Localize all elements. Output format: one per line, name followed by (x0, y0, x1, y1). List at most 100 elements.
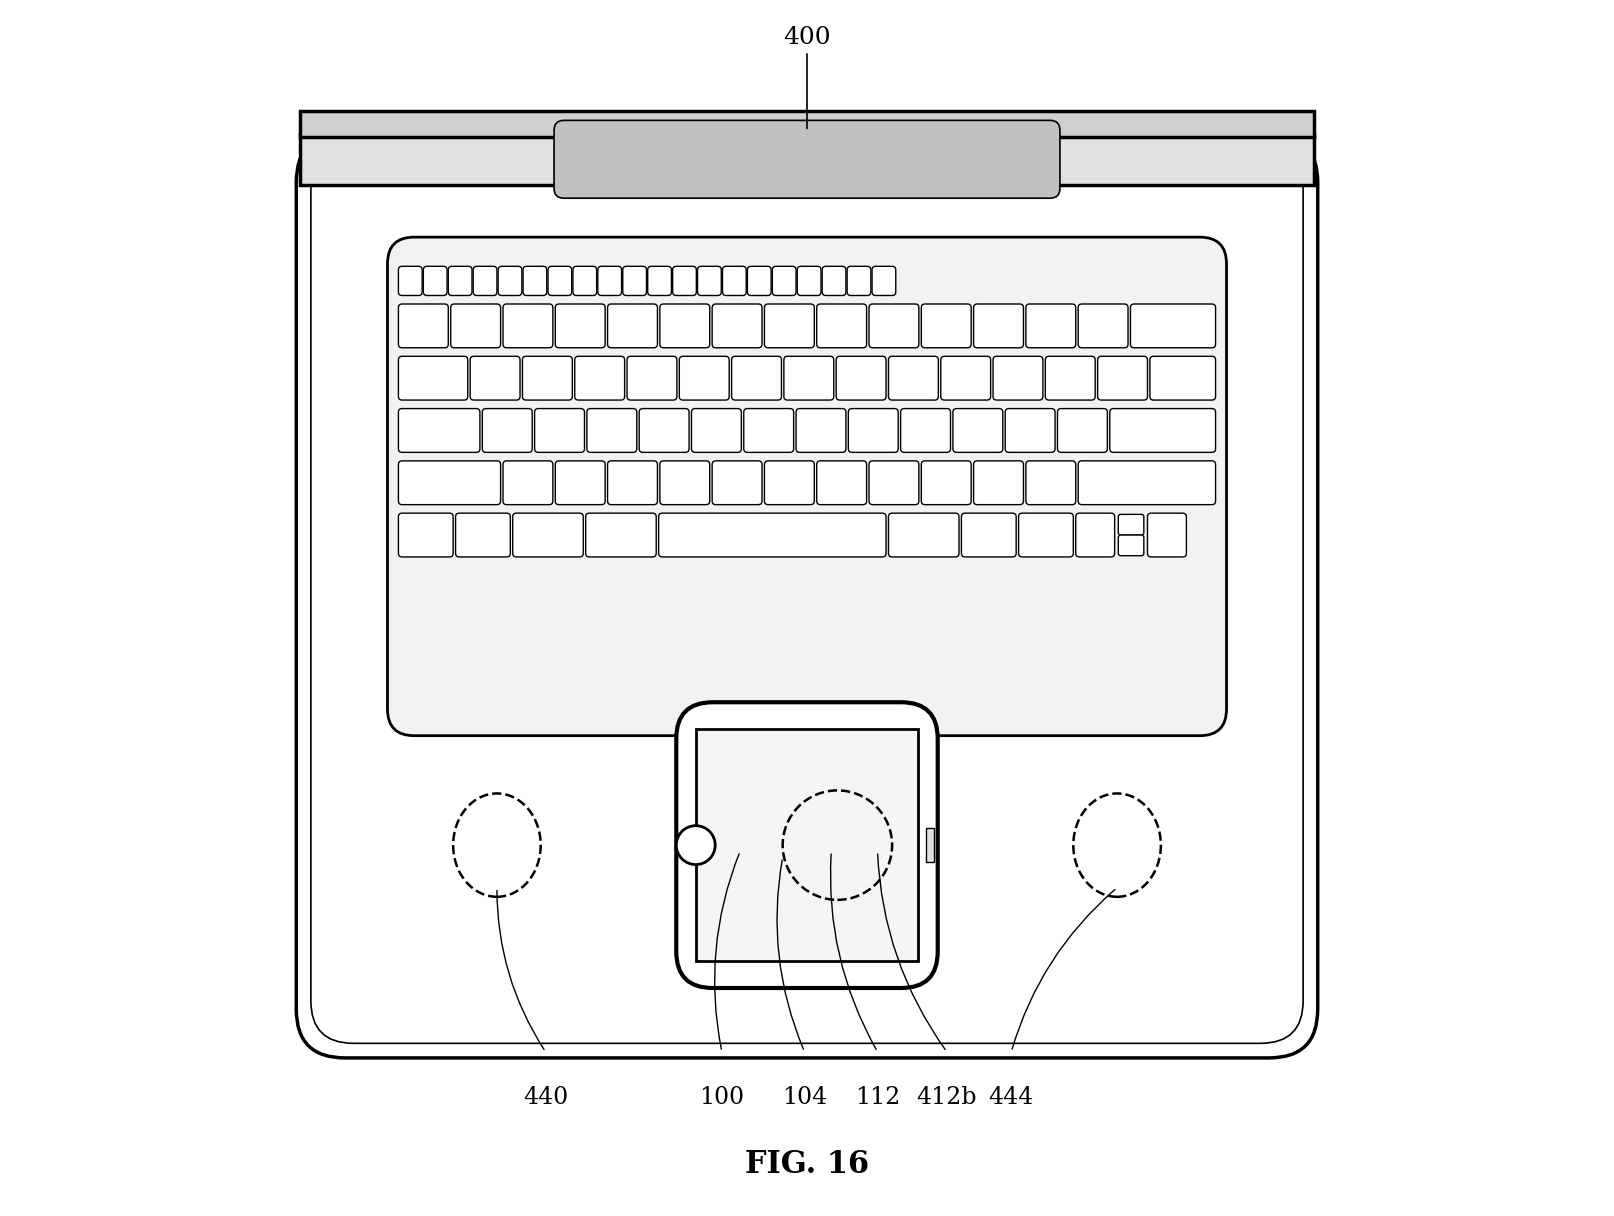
FancyBboxPatch shape (297, 134, 1317, 1058)
Bar (696, 730, 918, 961)
FancyBboxPatch shape (784, 356, 834, 400)
FancyBboxPatch shape (555, 461, 605, 505)
FancyBboxPatch shape (817, 461, 867, 505)
Text: 440: 440 (523, 1086, 568, 1109)
FancyBboxPatch shape (399, 356, 468, 400)
FancyBboxPatch shape (449, 266, 471, 295)
FancyBboxPatch shape (607, 304, 657, 348)
Circle shape (676, 826, 715, 865)
FancyBboxPatch shape (1027, 304, 1077, 348)
FancyBboxPatch shape (868, 461, 918, 505)
FancyBboxPatch shape (1078, 461, 1215, 505)
FancyBboxPatch shape (744, 409, 794, 452)
FancyBboxPatch shape (796, 409, 846, 452)
FancyBboxPatch shape (399, 304, 449, 348)
FancyBboxPatch shape (455, 513, 510, 557)
FancyBboxPatch shape (1046, 356, 1096, 400)
FancyBboxPatch shape (473, 266, 497, 295)
FancyBboxPatch shape (888, 356, 938, 400)
FancyBboxPatch shape (676, 703, 938, 987)
FancyBboxPatch shape (868, 304, 918, 348)
FancyBboxPatch shape (1077, 513, 1115, 557)
FancyBboxPatch shape (639, 409, 689, 452)
FancyBboxPatch shape (470, 356, 520, 400)
FancyBboxPatch shape (849, 409, 899, 452)
FancyBboxPatch shape (499, 266, 521, 295)
FancyBboxPatch shape (922, 461, 972, 505)
Text: 104: 104 (781, 1086, 828, 1109)
FancyBboxPatch shape (941, 356, 991, 400)
FancyBboxPatch shape (450, 304, 500, 348)
FancyBboxPatch shape (822, 266, 846, 295)
FancyBboxPatch shape (1057, 409, 1107, 452)
FancyBboxPatch shape (1148, 513, 1186, 557)
FancyBboxPatch shape (523, 356, 573, 400)
FancyBboxPatch shape (1149, 356, 1215, 400)
FancyBboxPatch shape (586, 513, 657, 557)
FancyBboxPatch shape (549, 266, 571, 295)
FancyBboxPatch shape (573, 266, 597, 295)
FancyBboxPatch shape (872, 266, 896, 295)
FancyBboxPatch shape (1006, 409, 1056, 452)
FancyBboxPatch shape (973, 461, 1023, 505)
FancyBboxPatch shape (723, 266, 746, 295)
FancyBboxPatch shape (554, 120, 1060, 198)
FancyBboxPatch shape (847, 266, 872, 295)
FancyBboxPatch shape (973, 304, 1023, 348)
FancyBboxPatch shape (607, 461, 657, 505)
FancyBboxPatch shape (836, 356, 886, 400)
FancyBboxPatch shape (399, 266, 423, 295)
FancyBboxPatch shape (1078, 304, 1128, 348)
FancyBboxPatch shape (399, 461, 500, 505)
Text: 400: 400 (783, 26, 831, 49)
FancyBboxPatch shape (1110, 409, 1215, 452)
FancyBboxPatch shape (423, 266, 447, 295)
FancyBboxPatch shape (888, 513, 959, 557)
FancyBboxPatch shape (691, 409, 741, 452)
FancyBboxPatch shape (575, 356, 625, 400)
Bar (925, 828, 935, 862)
FancyBboxPatch shape (712, 304, 762, 348)
FancyBboxPatch shape (1027, 461, 1077, 505)
FancyBboxPatch shape (483, 409, 533, 452)
Text: 412b: 412b (917, 1086, 976, 1109)
Bar (300, 111, 1314, 137)
FancyBboxPatch shape (387, 237, 1227, 736)
FancyBboxPatch shape (534, 409, 584, 452)
FancyBboxPatch shape (922, 304, 972, 348)
FancyBboxPatch shape (962, 513, 1017, 557)
Text: 112: 112 (855, 1086, 901, 1109)
FancyBboxPatch shape (587, 409, 638, 452)
FancyBboxPatch shape (626, 356, 676, 400)
FancyBboxPatch shape (993, 356, 1043, 400)
FancyBboxPatch shape (660, 304, 710, 348)
FancyBboxPatch shape (901, 409, 951, 452)
Text: FIG. 16: FIG. 16 (746, 1149, 868, 1181)
FancyBboxPatch shape (797, 266, 822, 295)
FancyBboxPatch shape (1098, 356, 1148, 400)
FancyBboxPatch shape (1119, 514, 1144, 535)
FancyBboxPatch shape (731, 356, 781, 400)
FancyBboxPatch shape (660, 461, 710, 505)
FancyBboxPatch shape (647, 266, 671, 295)
FancyBboxPatch shape (399, 513, 454, 557)
FancyBboxPatch shape (659, 513, 886, 557)
Text: 444: 444 (989, 1086, 1035, 1109)
FancyBboxPatch shape (697, 266, 721, 295)
FancyBboxPatch shape (765, 304, 815, 348)
Text: 100: 100 (699, 1086, 744, 1109)
FancyBboxPatch shape (712, 461, 762, 505)
FancyBboxPatch shape (773, 266, 796, 295)
FancyBboxPatch shape (597, 266, 621, 295)
FancyBboxPatch shape (399, 409, 479, 452)
FancyBboxPatch shape (952, 409, 1002, 452)
FancyBboxPatch shape (1018, 513, 1073, 557)
FancyBboxPatch shape (504, 461, 554, 505)
FancyBboxPatch shape (747, 266, 771, 295)
FancyBboxPatch shape (679, 356, 730, 400)
FancyBboxPatch shape (765, 461, 815, 505)
FancyBboxPatch shape (673, 266, 696, 295)
FancyBboxPatch shape (1130, 304, 1215, 348)
Bar (300, 134, 1314, 185)
FancyBboxPatch shape (555, 304, 605, 348)
